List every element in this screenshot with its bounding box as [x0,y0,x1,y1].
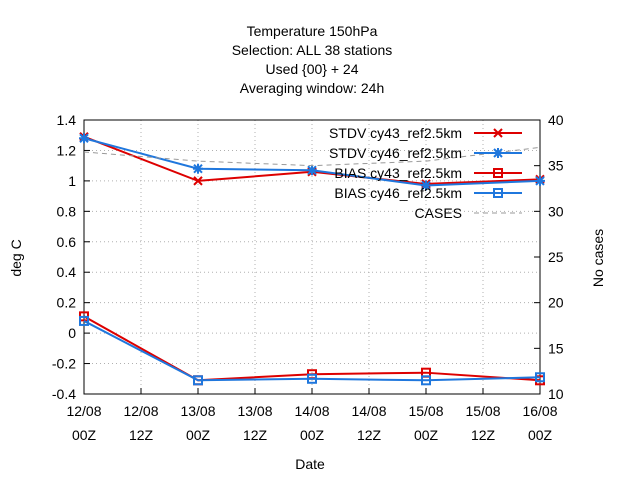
legend: STDV cy43_ref2.5km STDV cy46_ref2.5km BIAS… [329,125,522,221]
x-tick-label-date: 13/08 [237,403,272,419]
y-tick-label: 0 [68,325,76,341]
y2-tick-label: 10 [548,386,564,402]
grid [84,120,540,394]
x-tick-label-hour: 00Z [186,427,211,443]
series-1 [79,133,545,191]
data-point [535,175,545,186]
legend-item: CASES [415,205,522,221]
series-line [83,146,541,167]
data-point [421,180,431,191]
data-point [193,176,203,186]
x-tick-label-date: 14/08 [294,403,329,419]
legend-label: CASES [415,205,462,221]
data-point [307,373,317,384]
data-point [535,372,545,383]
legend-label: BIAS cy46_ref2.5km [334,185,462,201]
data-point [79,133,89,144]
legend-label: STDV cy46_ref2.5km [329,145,462,161]
data-point [493,168,503,178]
marker-stroke [193,176,203,186]
y-tick-label: -0.4 [52,386,76,402]
marker-square [79,315,89,326]
series-line [83,320,541,382]
marker-square [493,188,503,198]
x-tick-label-hour: 00Z [414,427,439,443]
x-tick-label-date: 12/08 [123,403,158,419]
marker-stroke [493,128,503,138]
y2-tick-label: 30 [548,203,564,219]
legend-item: BIAS cy43_ref2.5km [334,165,522,181]
data-point [421,375,431,386]
x-tick-label-date: 12/08 [66,403,101,419]
data-point [493,148,503,158]
series-line [83,137,541,187]
x-tick-label-hour: 12Z [357,427,382,443]
marker-square [493,168,503,178]
data-point [193,163,203,174]
marker-square [421,375,431,386]
y-tick-label: -0.2 [52,356,76,372]
data-point [79,315,89,326]
x-axis-label: Date [295,456,325,472]
y-tick-label: 0.2 [57,295,77,311]
y-tick-label: 0.4 [57,264,77,280]
x-tick-label-date: 15/08 [465,403,500,419]
y2-tick-label: 25 [548,249,564,265]
y-tick-label: 1.2 [57,142,77,158]
x-tick-label-hour: 12Z [129,427,154,443]
legend-item: STDV cy46_ref2.5km [329,145,522,161]
legend-label: BIAS cy43_ref2.5km [334,165,462,181]
series-3 [79,315,545,386]
y2-tick-label: 20 [548,295,564,311]
marker-square [307,373,317,384]
chart-title: Temperature 150hPa Selection: ALL 38 stat… [232,23,393,96]
y2-tick-label: 35 [548,158,564,174]
data-point [493,188,503,198]
x-tick-label-hour: 12Z [471,427,496,443]
data-point [193,375,203,386]
x-tick-label-date: 14/08 [351,403,386,419]
marker-square [193,375,203,386]
x-axis-ticks: 12/08 00Z 12/08 12Z 13/08 00Z 13/08 12Z 14/08 00Z… [66,388,558,443]
y-tick-label: 0.8 [57,203,77,219]
x-tick-label-date: 13/08 [180,403,215,419]
y2-tick-label: 15 [548,340,564,356]
y-axis-ticks: -0.4 -0.2 0 0.2 0.4 0.6 0.8 1 1.2 1.4 [52,112,90,402]
x-tick-label-date: 16/08 [522,403,557,419]
series [79,132,545,386]
y-axis-label: deg C [8,239,24,276]
x-tick-label-hour: 12Z [243,427,268,443]
series-4 [83,146,541,167]
chart-title-line: Temperature 150hPa [247,23,378,39]
x-tick-label-hour: 00Z [300,427,325,443]
x-tick-label-hour: 00Z [528,427,553,443]
legend-item: STDV cy43_ref2.5km [329,125,522,141]
y2-tick-label: 40 [548,112,564,128]
chart-title-line: Averaging window: 24h [240,80,385,96]
chart-title-line: Selection: ALL 38 stations [232,42,393,58]
y-tick-label: 0.6 [57,234,77,250]
y2-axis-ticks: 10 15 20 25 30 35 40 [534,112,564,402]
legend-label: STDV cy43_ref2.5km [329,125,462,141]
x-tick-label-hour: 00Z [72,427,97,443]
y2-axis-label: No cases [590,229,606,287]
marker-square [535,372,545,383]
y-tick-label: 1.4 [57,112,77,128]
y-tick-label: 1 [68,173,76,189]
chart-title-line: Used {00} + 24 [265,61,358,77]
legend-item: BIAS cy46_ref2.5km [334,185,522,201]
data-point [307,165,317,176]
data-point [493,128,503,138]
x-tick-label-date: 15/08 [408,403,443,419]
